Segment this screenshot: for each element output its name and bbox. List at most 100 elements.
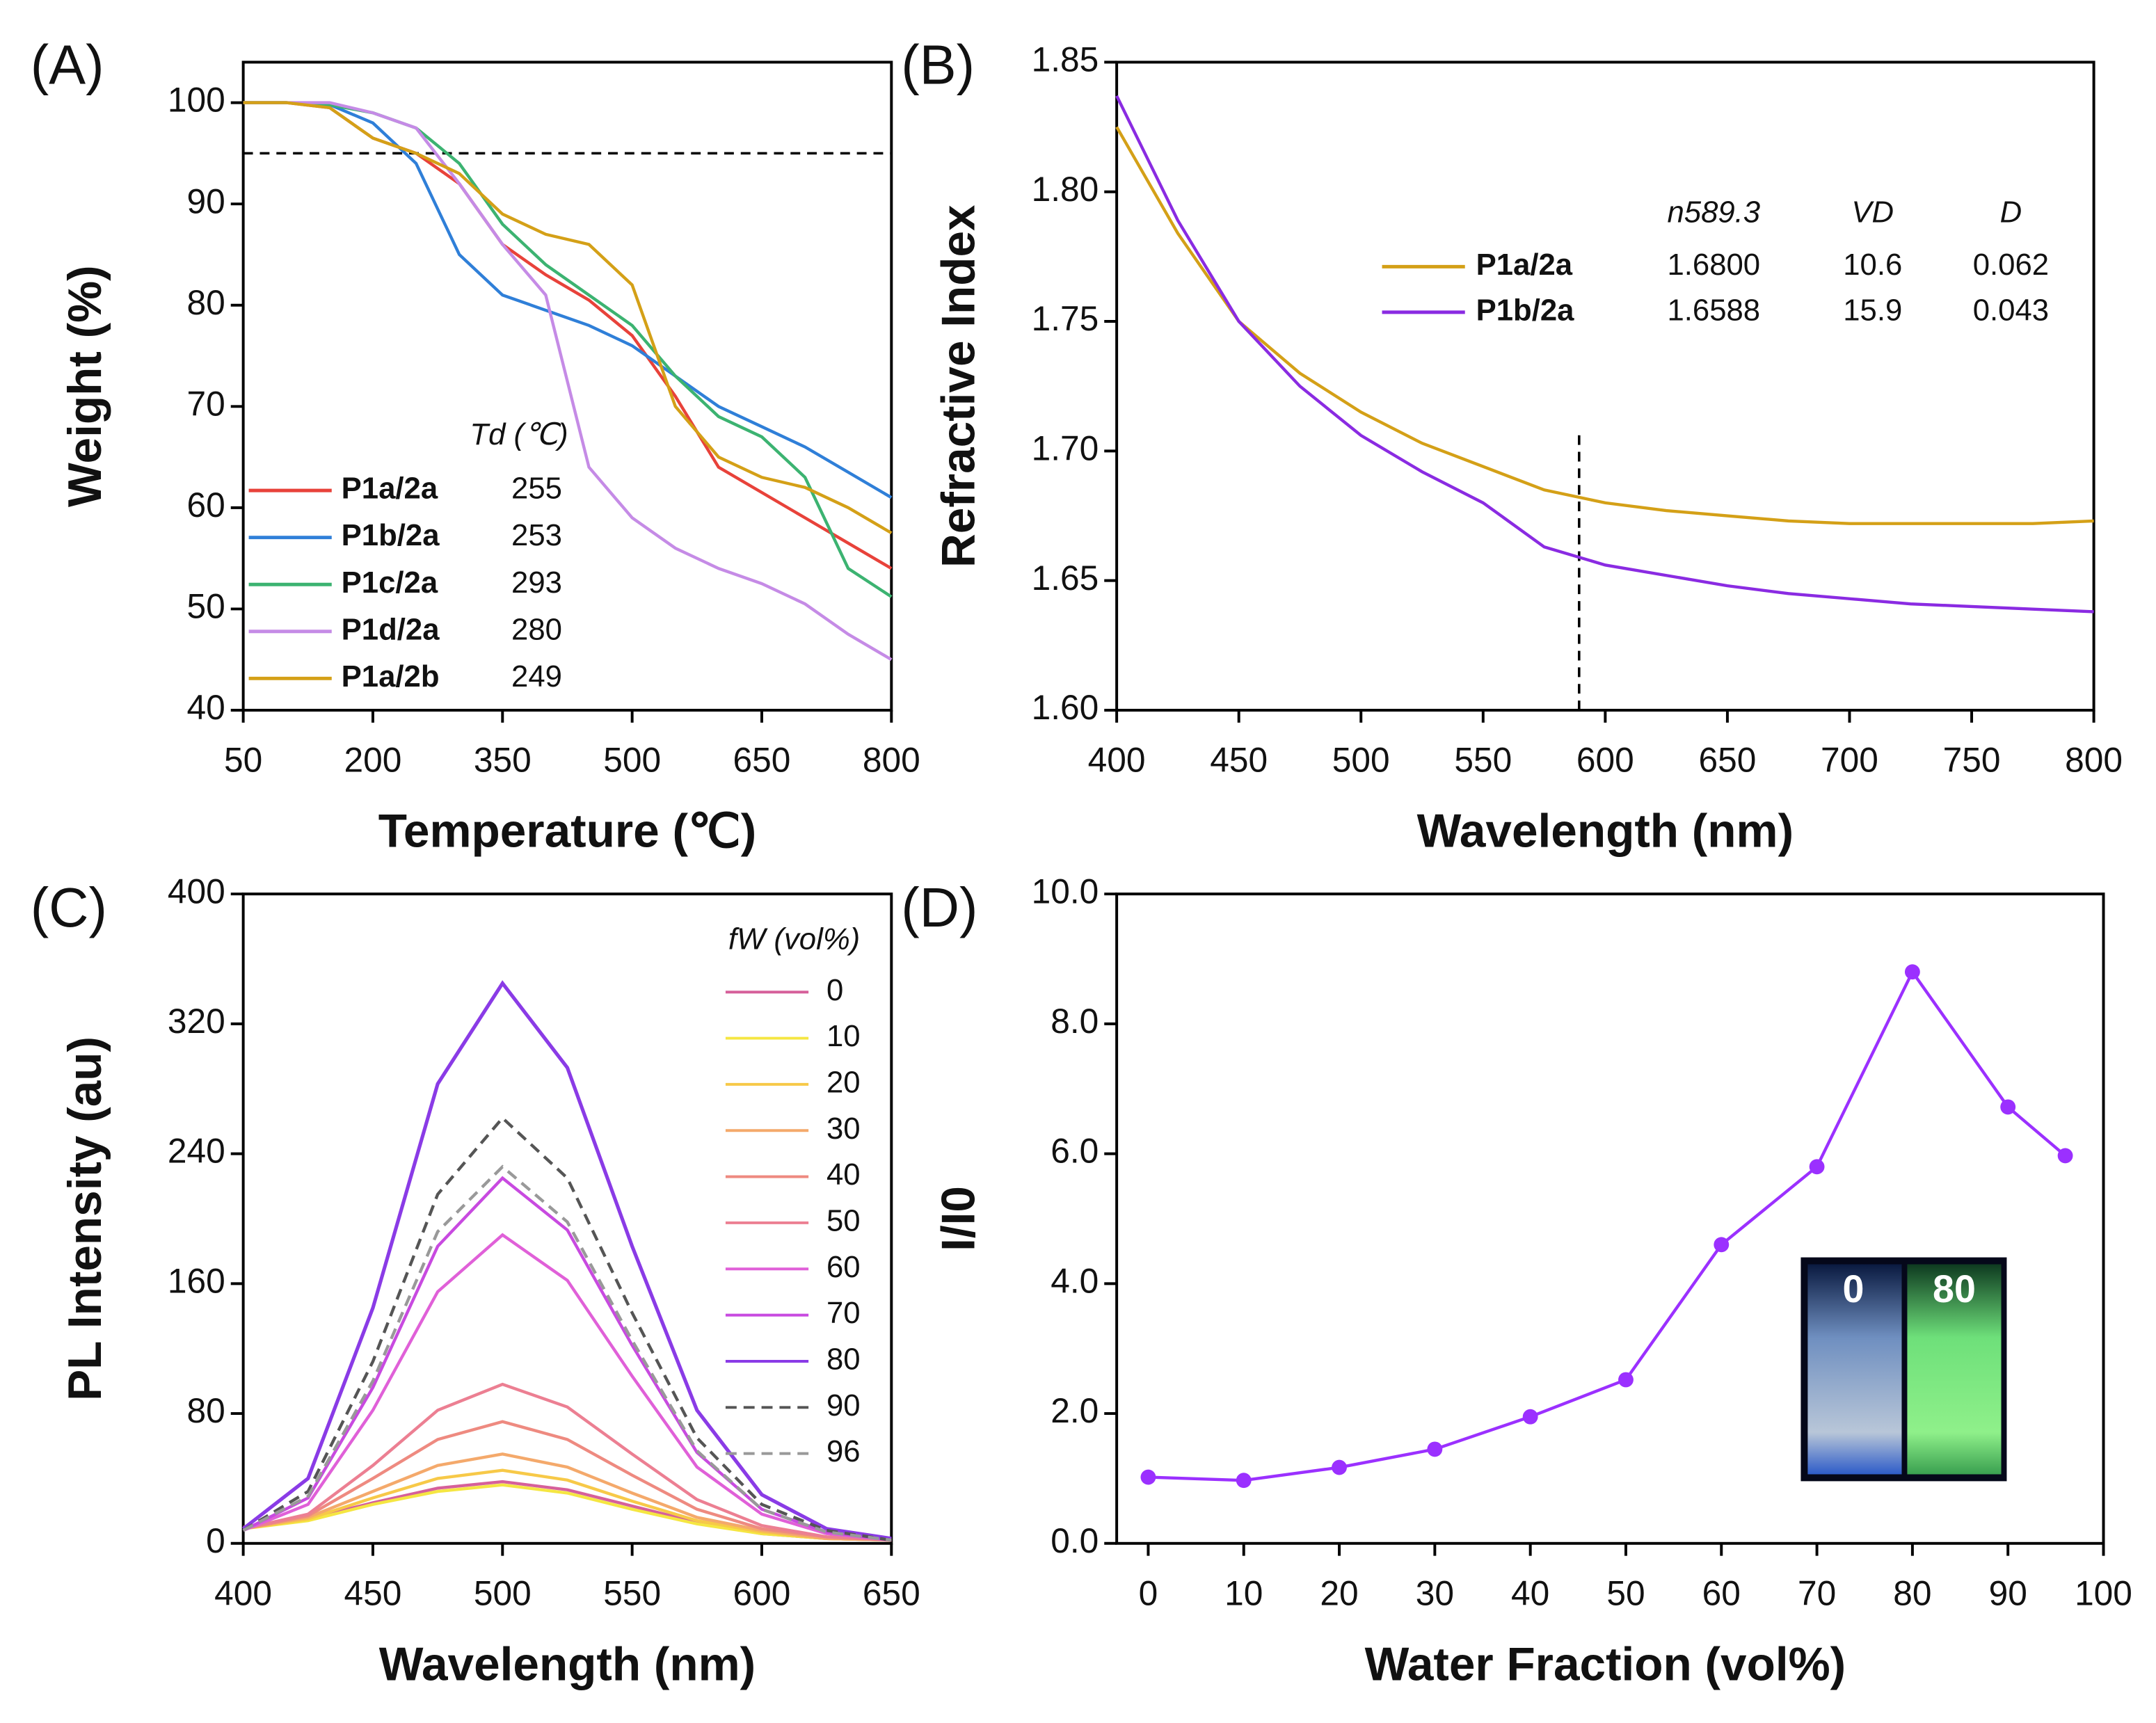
y-tick-label: 60 (187, 486, 225, 524)
plot-frame (241, 61, 893, 712)
x-tick-label: 10 (1224, 1573, 1263, 1612)
plot-frame (241, 892, 893, 1545)
y-axis-title: I/I0 (932, 1186, 984, 1251)
y-tick-label: 320 (168, 1002, 225, 1041)
y-axis-title: PL Intensity (au) (59, 1036, 111, 1401)
y-tick-label: 40 (187, 688, 225, 727)
x-tick-label: 350 (474, 741, 532, 780)
y-tick-label: 90 (187, 182, 225, 221)
legend-label: 60 (827, 1250, 861, 1284)
legend-label: 70 (827, 1296, 861, 1330)
x-tick-label: 800 (863, 741, 920, 780)
legend-label: P1c/2a (342, 566, 438, 600)
data-line (243, 1420, 892, 1542)
x-axis-title: Wavelength (nm) (379, 1638, 756, 1690)
x-tick-label: 450 (1210, 741, 1268, 780)
x-tick-label: 20 (1320, 1573, 1358, 1612)
data-point (1904, 964, 1920, 980)
y-tick-label: 10.0 (1032, 872, 1099, 911)
x-tick-label: 500 (603, 741, 661, 780)
y-tick-label: 1.60 (1032, 688, 1099, 727)
x-tick-label: 700 (1821, 741, 1878, 780)
legend-label: 10 (827, 1019, 861, 1053)
y-tick-label: 6.0 (1051, 1132, 1099, 1171)
y-tick-label: 400 (168, 872, 225, 911)
plot-frame (1115, 892, 2105, 1545)
data-line (242, 1233, 892, 1542)
x-tick-label: 70 (1798, 1573, 1836, 1612)
x-tick-label: 450 (344, 1573, 402, 1612)
legend-label: 0 (827, 973, 843, 1007)
legend-label: 20 (827, 1065, 861, 1099)
data-point (1332, 1459, 1347, 1475)
x-tick-label: 500 (1332, 741, 1390, 780)
y-tick-label: 1.70 (1032, 428, 1099, 467)
table-cell: 1.6588 (1667, 293, 1760, 327)
y-tick-label: 0.0 (1051, 1521, 1099, 1560)
panel-label: (D) (901, 876, 977, 938)
legend-td: 280 (511, 612, 562, 646)
legend-label: P1b/2a (1476, 293, 1575, 327)
legend-label: 40 (827, 1157, 861, 1192)
y-tick-label: 100 (168, 81, 225, 120)
table-header: VD (1851, 195, 1894, 229)
legend-label: 90 (827, 1388, 861, 1423)
y-tick-label: 8.0 (1051, 1002, 1099, 1041)
data-point (1140, 1469, 1156, 1485)
y-axis-title: Weight (%) (59, 265, 111, 507)
data-line (1115, 126, 2094, 525)
legend-label: P1d/2a (342, 612, 440, 646)
y-tick-label: 0 (206, 1521, 225, 1560)
table-header: n589.3 (1667, 195, 1760, 229)
y-tick-label: 160 (168, 1261, 225, 1300)
data-line (1115, 95, 2094, 614)
y-tick-label: 1.85 (1032, 40, 1099, 79)
table-cell: 15.9 (1843, 293, 1902, 327)
data-line (242, 1116, 892, 1542)
table-header: D (2000, 195, 2022, 229)
data-point (1618, 1372, 1634, 1388)
panel-label: (A) (31, 33, 104, 95)
data-point (1427, 1441, 1443, 1457)
y-tick-label: 4.0 (1051, 1261, 1099, 1300)
legend-label: P1b/2a (342, 518, 440, 552)
legend-title: Td (℃) (470, 417, 568, 451)
y-tick-label: 1.80 (1032, 170, 1099, 209)
x-tick-label: 500 (474, 1573, 532, 1612)
x-tick-label: 550 (1454, 741, 1512, 780)
table-cell: 1.6800 (1667, 248, 1760, 282)
data-line (243, 101, 893, 662)
legend-label: 30 (827, 1112, 861, 1146)
x-tick-label: 100 (2075, 1573, 2132, 1612)
x-tick-label: 400 (214, 1573, 272, 1612)
inset-photo (1800, 1257, 2007, 1482)
inset-label: 0 (1842, 1267, 1864, 1311)
x-tick-label: 50 (224, 741, 262, 780)
x-tick-label: 400 (1088, 741, 1146, 780)
x-tick-label: 600 (733, 1573, 791, 1612)
legend-label: 50 (827, 1203, 861, 1237)
legend-label: 96 (827, 1434, 861, 1468)
data-line (243, 1382, 892, 1542)
legend-title: fW (vol%) (728, 922, 860, 956)
y-tick-label: 80 (187, 1391, 225, 1430)
legend-label: P1a/2b (342, 659, 440, 694)
x-tick-label: 650 (733, 741, 791, 780)
x-tick-label: 200 (344, 741, 402, 780)
data-point (2000, 1099, 2016, 1115)
data-line (242, 1176, 892, 1542)
y-tick-label: 70 (187, 384, 225, 423)
table-cell: 0.062 (1973, 248, 2049, 282)
legend-label: 80 (827, 1343, 861, 1377)
table-cell: 0.043 (1973, 293, 2049, 327)
x-tick-label: 550 (603, 1573, 661, 1612)
legend-td: 293 (511, 566, 562, 600)
data-line (243, 101, 893, 535)
y-axis-title: Refractive Index (932, 205, 984, 568)
data-point (1236, 1473, 1252, 1489)
x-tick-label: 750 (1943, 741, 2001, 780)
inset-label: 80 (1933, 1267, 1976, 1311)
x-tick-label: 800 (2065, 741, 2123, 780)
legend-label: P1a/2a (1476, 248, 1573, 282)
